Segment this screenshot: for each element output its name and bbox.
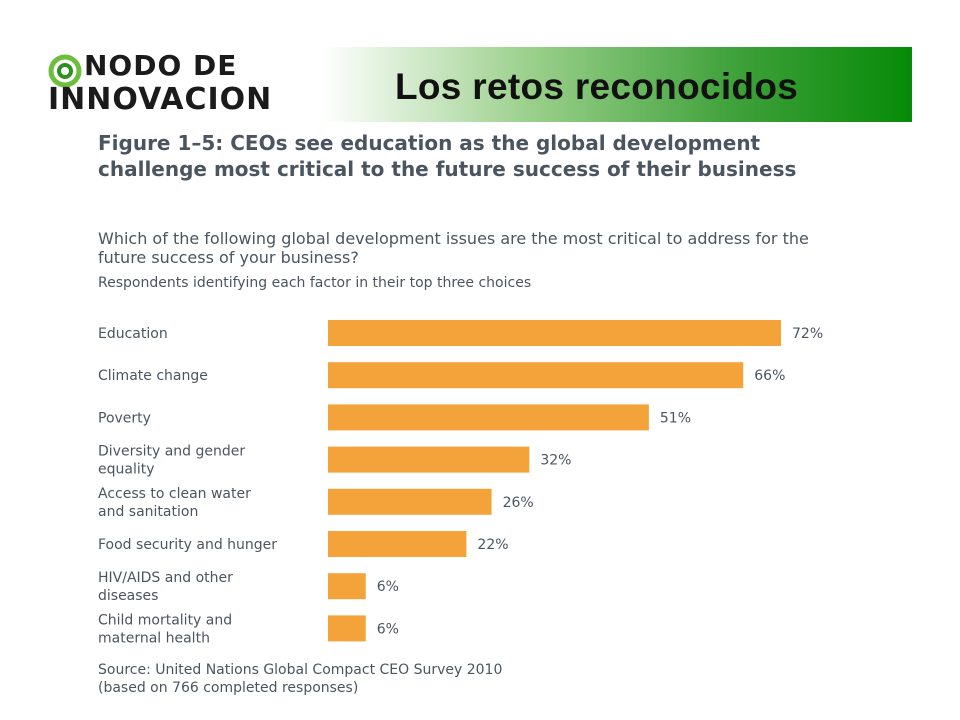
bar-2	[328, 404, 649, 431]
bar-1	[328, 362, 744, 389]
logo-spiral-icon	[48, 54, 82, 88]
bar-5	[328, 531, 467, 557]
category-label-5: Food security and hunger	[98, 537, 277, 553]
category-label-7: Child mortality and maternal health	[98, 612, 232, 646]
logo-text-line1: NODO DE	[84, 49, 238, 82]
category-label-2: Poverty	[98, 410, 151, 426]
bar-4	[328, 488, 492, 515]
bar-6	[328, 573, 366, 600]
value-label-1: 66%	[754, 368, 785, 384]
source-line-1: Source: United Nations Global Compact CE…	[98, 662, 503, 678]
logo: NODO DE INNOVACION	[48, 52, 298, 118]
category-label-6: HIV/AIDS and other diseases	[98, 570, 233, 604]
value-label-0: 72%	[792, 326, 823, 342]
chart-subtitle: Respondents identifying each factor in t…	[98, 275, 532, 291]
value-label-5: 22%	[477, 537, 508, 553]
category-label-1: Climate change	[98, 368, 208, 384]
bar-7	[328, 615, 366, 642]
category-label-0: Education	[98, 326, 168, 342]
source-line-2: (based on 766 completed responses)	[98, 680, 359, 696]
value-label-3: 32%	[540, 453, 571, 469]
survey-question: Which of the following global developmen…	[98, 229, 809, 267]
figure-title: Figure 1–5: CEOs see education as the gl…	[98, 131, 797, 181]
logo-text-line2: INNOVACION	[48, 82, 273, 117]
bar-3	[328, 446, 530, 473]
value-label-4: 26%	[503, 495, 534, 511]
slide-title: Los retos reconocidos	[395, 66, 799, 107]
bar-0	[328, 320, 781, 346]
value-label-6: 6%	[377, 579, 399, 595]
value-label-2: 51%	[660, 410, 691, 426]
value-label-7: 6%	[377, 621, 399, 637]
category-label-3: Diversity and gender equality	[98, 444, 245, 478]
header-band	[322, 47, 912, 122]
category-label-4: Access to clean water and sanitation	[98, 486, 251, 520]
source-note: Source: United Nations Global Compact CE…	[98, 661, 698, 697]
